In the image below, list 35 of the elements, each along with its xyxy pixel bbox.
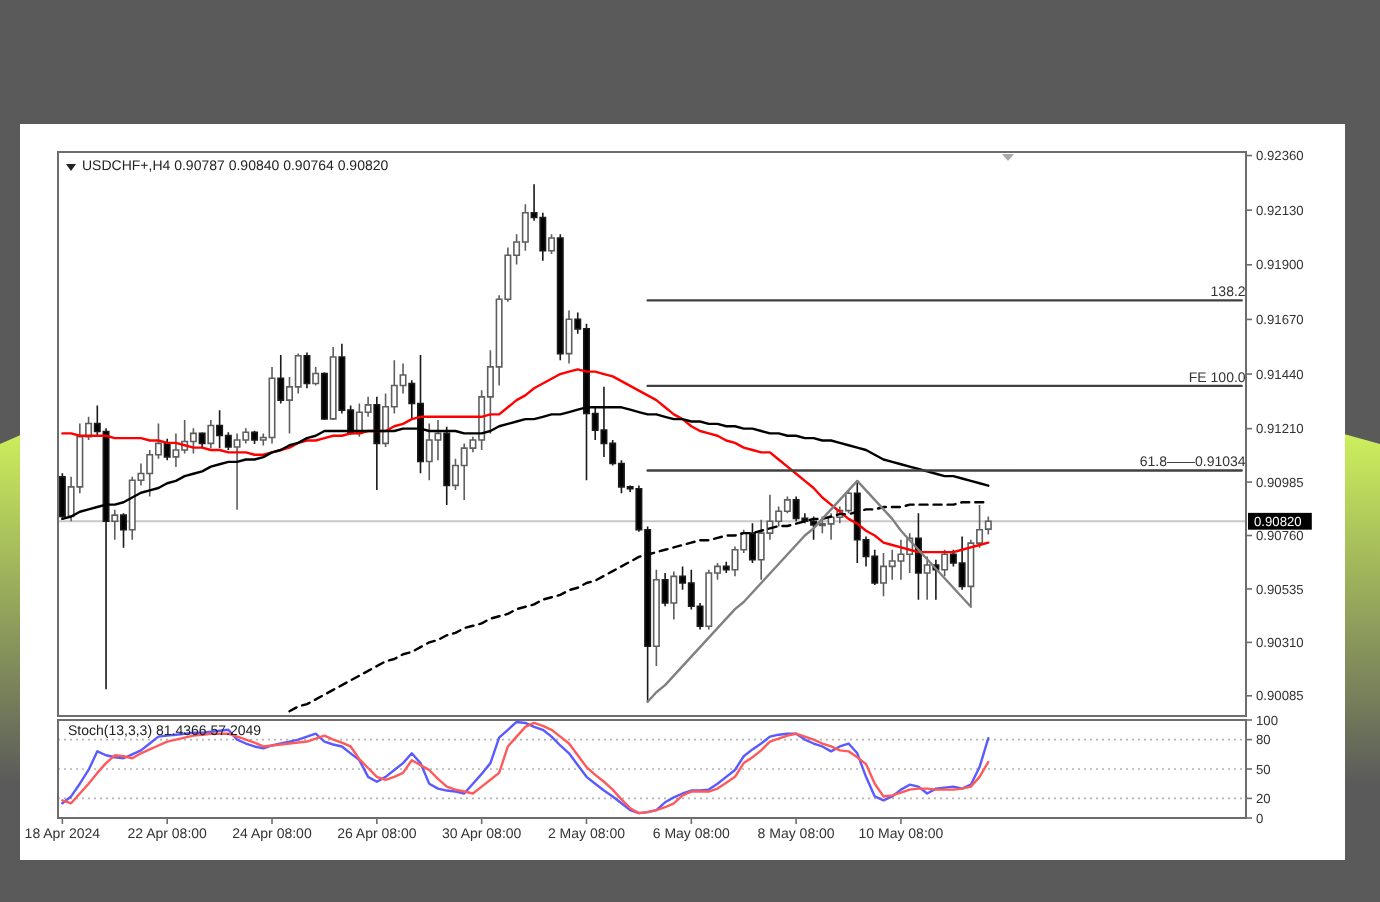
candlestick [320,371,328,421]
candlestick [329,346,337,421]
candlestick [548,233,556,255]
candlestick [216,409,224,449]
candlestick [565,309,573,365]
candlestick [233,432,241,511]
candlestick [460,442,468,501]
candlestick [652,568,660,667]
line-series [61,720,990,815]
candlestick [189,427,197,455]
candlestick [722,560,730,574]
candlestick [827,512,835,541]
candlestick [670,570,678,621]
candlestick [923,555,931,601]
candlestick [661,572,669,608]
candlestick [705,568,713,631]
candlestick [120,512,128,549]
candlestick [941,548,949,578]
candlestick [312,366,320,387]
candlestick [303,351,311,390]
candlestick [163,438,171,462]
candlestick [111,509,119,541]
candlestick [958,535,966,591]
candlestick [897,538,905,581]
candlestick [251,429,259,445]
candlestick [425,422,433,481]
candlestick [443,425,451,506]
candlestick [748,522,756,564]
candlestick [277,354,285,405]
line-series [646,479,973,703]
candlestick [198,431,206,449]
candlestick [556,233,564,362]
line-series [61,368,990,554]
candlestick [207,419,215,449]
candlestick [268,366,276,445]
